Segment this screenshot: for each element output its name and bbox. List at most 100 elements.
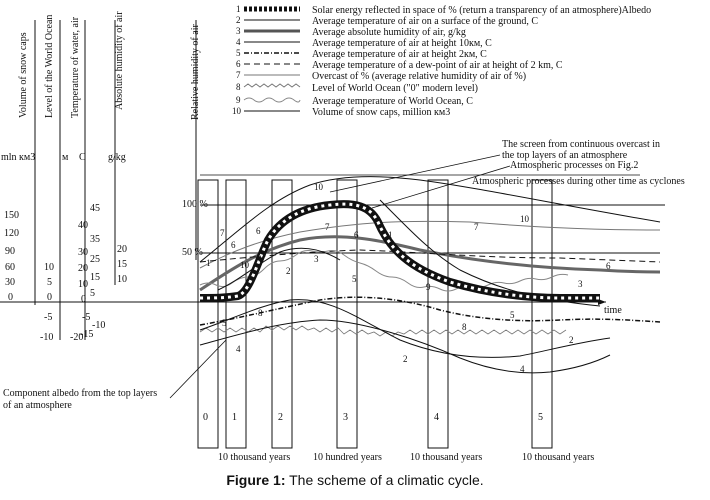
legend-text-9: Average temperature of World Ocean, C bbox=[312, 96, 473, 107]
curve-label: 5 bbox=[510, 310, 515, 320]
water-tick: 45 bbox=[90, 203, 100, 214]
phase-bar-4 bbox=[427, 179, 449, 449]
water-tick: 10 bbox=[78, 279, 88, 290]
curve-label: 8 bbox=[462, 322, 467, 332]
duration-label-3: 10 thousand years bbox=[410, 452, 482, 463]
curve-3 bbox=[199, 235, 661, 292]
phase-bars: 0 1 2 3 4 5 10 thousand years 10 hundred… bbox=[197, 179, 594, 463]
screen-note-leader bbox=[329, 154, 501, 193]
duration-label-1: 10 thousand years bbox=[218, 452, 290, 463]
legend-num-7: 7 bbox=[236, 70, 241, 80]
snow-axis-title: Volume of snow caps bbox=[18, 32, 29, 118]
ocean-tick: 5 bbox=[47, 277, 52, 288]
water-tick: -20 bbox=[70, 332, 83, 343]
legend-num-1: 1 bbox=[236, 4, 241, 14]
level-100-label: 100 % bbox=[182, 199, 208, 210]
water-tick: -10 bbox=[92, 320, 105, 331]
curve-label: 3 bbox=[314, 254, 319, 264]
ocean-axis-title: Level of the World Ocean bbox=[44, 15, 55, 118]
curve-label: 6 bbox=[354, 230, 359, 240]
curve-label: 6 bbox=[231, 240, 236, 250]
legend-text-2: Average temperature of air on a surface … bbox=[312, 16, 538, 27]
caption-label: Figure 1: bbox=[226, 472, 286, 488]
curve-label: 4 bbox=[236, 344, 241, 354]
water-tick: 30 bbox=[78, 247, 88, 258]
curve-label: 6 bbox=[606, 261, 611, 271]
curve-label: 1 bbox=[206, 258, 211, 268]
curve-2-upper bbox=[217, 247, 341, 291]
curve-label: 10 bbox=[240, 260, 250, 270]
legend-num-2: 2 bbox=[236, 15, 241, 25]
water-tick: 35 bbox=[90, 234, 100, 245]
phase-label-4: 4 bbox=[434, 412, 439, 423]
legend-text-8: Level of World Ocean ("0" modern level) bbox=[312, 83, 478, 94]
curve-label: 5 bbox=[222, 318, 227, 328]
curve-label: 5 bbox=[352, 274, 357, 284]
ocean-tick: 0 bbox=[47, 292, 52, 303]
humidity-tick: 15 bbox=[117, 259, 127, 270]
legend-text-6: Average temperature of a dew-point of ai… bbox=[312, 60, 563, 71]
legend-text-10: Volume of snow caps, million км3 bbox=[312, 107, 450, 118]
curve-label: 9 bbox=[426, 282, 431, 292]
vertical-axes: Volume of snow caps Level of the World O… bbox=[1, 11, 201, 343]
phase-label-2: 2 bbox=[278, 412, 283, 423]
curve-label: 7 bbox=[325, 222, 330, 232]
phase-bar-0 bbox=[197, 179, 219, 449]
curve-label: 8 bbox=[258, 308, 263, 318]
albedo-note-line2: of an atmosphere bbox=[3, 400, 72, 411]
snow-tick: 90 bbox=[5, 246, 15, 257]
snow-tick: 60 bbox=[5, 262, 15, 273]
water-tick: -5 bbox=[82, 312, 90, 323]
phase-bar-2 bbox=[271, 179, 293, 449]
legend-text-5: Average temperature of air at height 2км… bbox=[312, 49, 487, 60]
curve-8 bbox=[199, 325, 567, 337]
curve-label: 2 bbox=[569, 335, 574, 345]
figure-caption: Figure 1: The scheme of a climatic cycle… bbox=[0, 472, 710, 488]
legend-num-5: 5 bbox=[236, 48, 241, 58]
albedo-note-leader bbox=[169, 339, 227, 399]
phase-label-1: 1 bbox=[232, 412, 237, 423]
snow-tick: 30 bbox=[5, 277, 15, 288]
ocean-tick: 10 bbox=[44, 262, 54, 273]
curve-9 bbox=[199, 250, 569, 292]
legend-text-1: Solar energy reflected in space of % (re… bbox=[312, 5, 651, 16]
cyclones-note: Atmospheric processes during other time … bbox=[472, 176, 685, 187]
water-axis-title: Temperature of water, air bbox=[70, 16, 81, 118]
humidity-tick: 10 bbox=[117, 274, 127, 285]
screen-note-line2: the top layers of an atmosphere bbox=[502, 150, 628, 161]
curve-label: 10 bbox=[314, 182, 324, 192]
curve-5 bbox=[199, 296, 661, 326]
curve-7 bbox=[199, 220, 661, 269]
curve-label: 1 bbox=[258, 254, 263, 264]
time-label: time bbox=[604, 305, 622, 316]
water-tick: 5 bbox=[90, 288, 95, 299]
curve-label: 6 bbox=[256, 226, 261, 236]
phase-bar-3 bbox=[336, 179, 358, 449]
water-tick: 15 bbox=[90, 272, 100, 283]
legend-num-3: 3 bbox=[236, 26, 241, 36]
curve-label: 7 bbox=[220, 228, 225, 238]
curves bbox=[199, 176, 661, 374]
annotations: The screen from continuous overcast in t… bbox=[3, 139, 685, 411]
screen-note-line1: The screen from continuous overcast in bbox=[502, 139, 660, 150]
humidity-axis-unit: g/kg bbox=[108, 152, 126, 163]
curve-number-labels: 10 10 7 7 6 10 6 6 7 1 1 2 3 5 9 3 6 5 8… bbox=[206, 182, 611, 374]
curve-2 bbox=[199, 299, 611, 358]
water-tick: 0 bbox=[81, 294, 86, 305]
curve-4 bbox=[199, 319, 611, 374]
humidity-axis-title: Absolute humidity of air bbox=[114, 11, 125, 110]
water-tick: 40 bbox=[78, 220, 88, 231]
phase-label-3: 3 bbox=[343, 412, 348, 423]
fig2-note: Atmospheric processes on Fig.2 bbox=[510, 160, 638, 171]
water-tick: 25 bbox=[90, 254, 100, 265]
legend-num-8: 8 bbox=[236, 82, 241, 92]
climatic-cycle-diagram: 1 2 3 4 5 6 7 8 9 10 Solar energy reflec… bbox=[0, 4, 685, 463]
legend-num-9: 9 bbox=[236, 95, 241, 105]
ocean-axis-unit: м bbox=[62, 152, 69, 163]
phase-label-0: 0 bbox=[203, 412, 208, 423]
curve-label: 2 bbox=[403, 354, 408, 364]
ocean-tick: -5 bbox=[44, 312, 52, 323]
legend-swatch-8 bbox=[243, 83, 301, 88]
caption-text: The scheme of a climatic cycle. bbox=[285, 472, 484, 488]
